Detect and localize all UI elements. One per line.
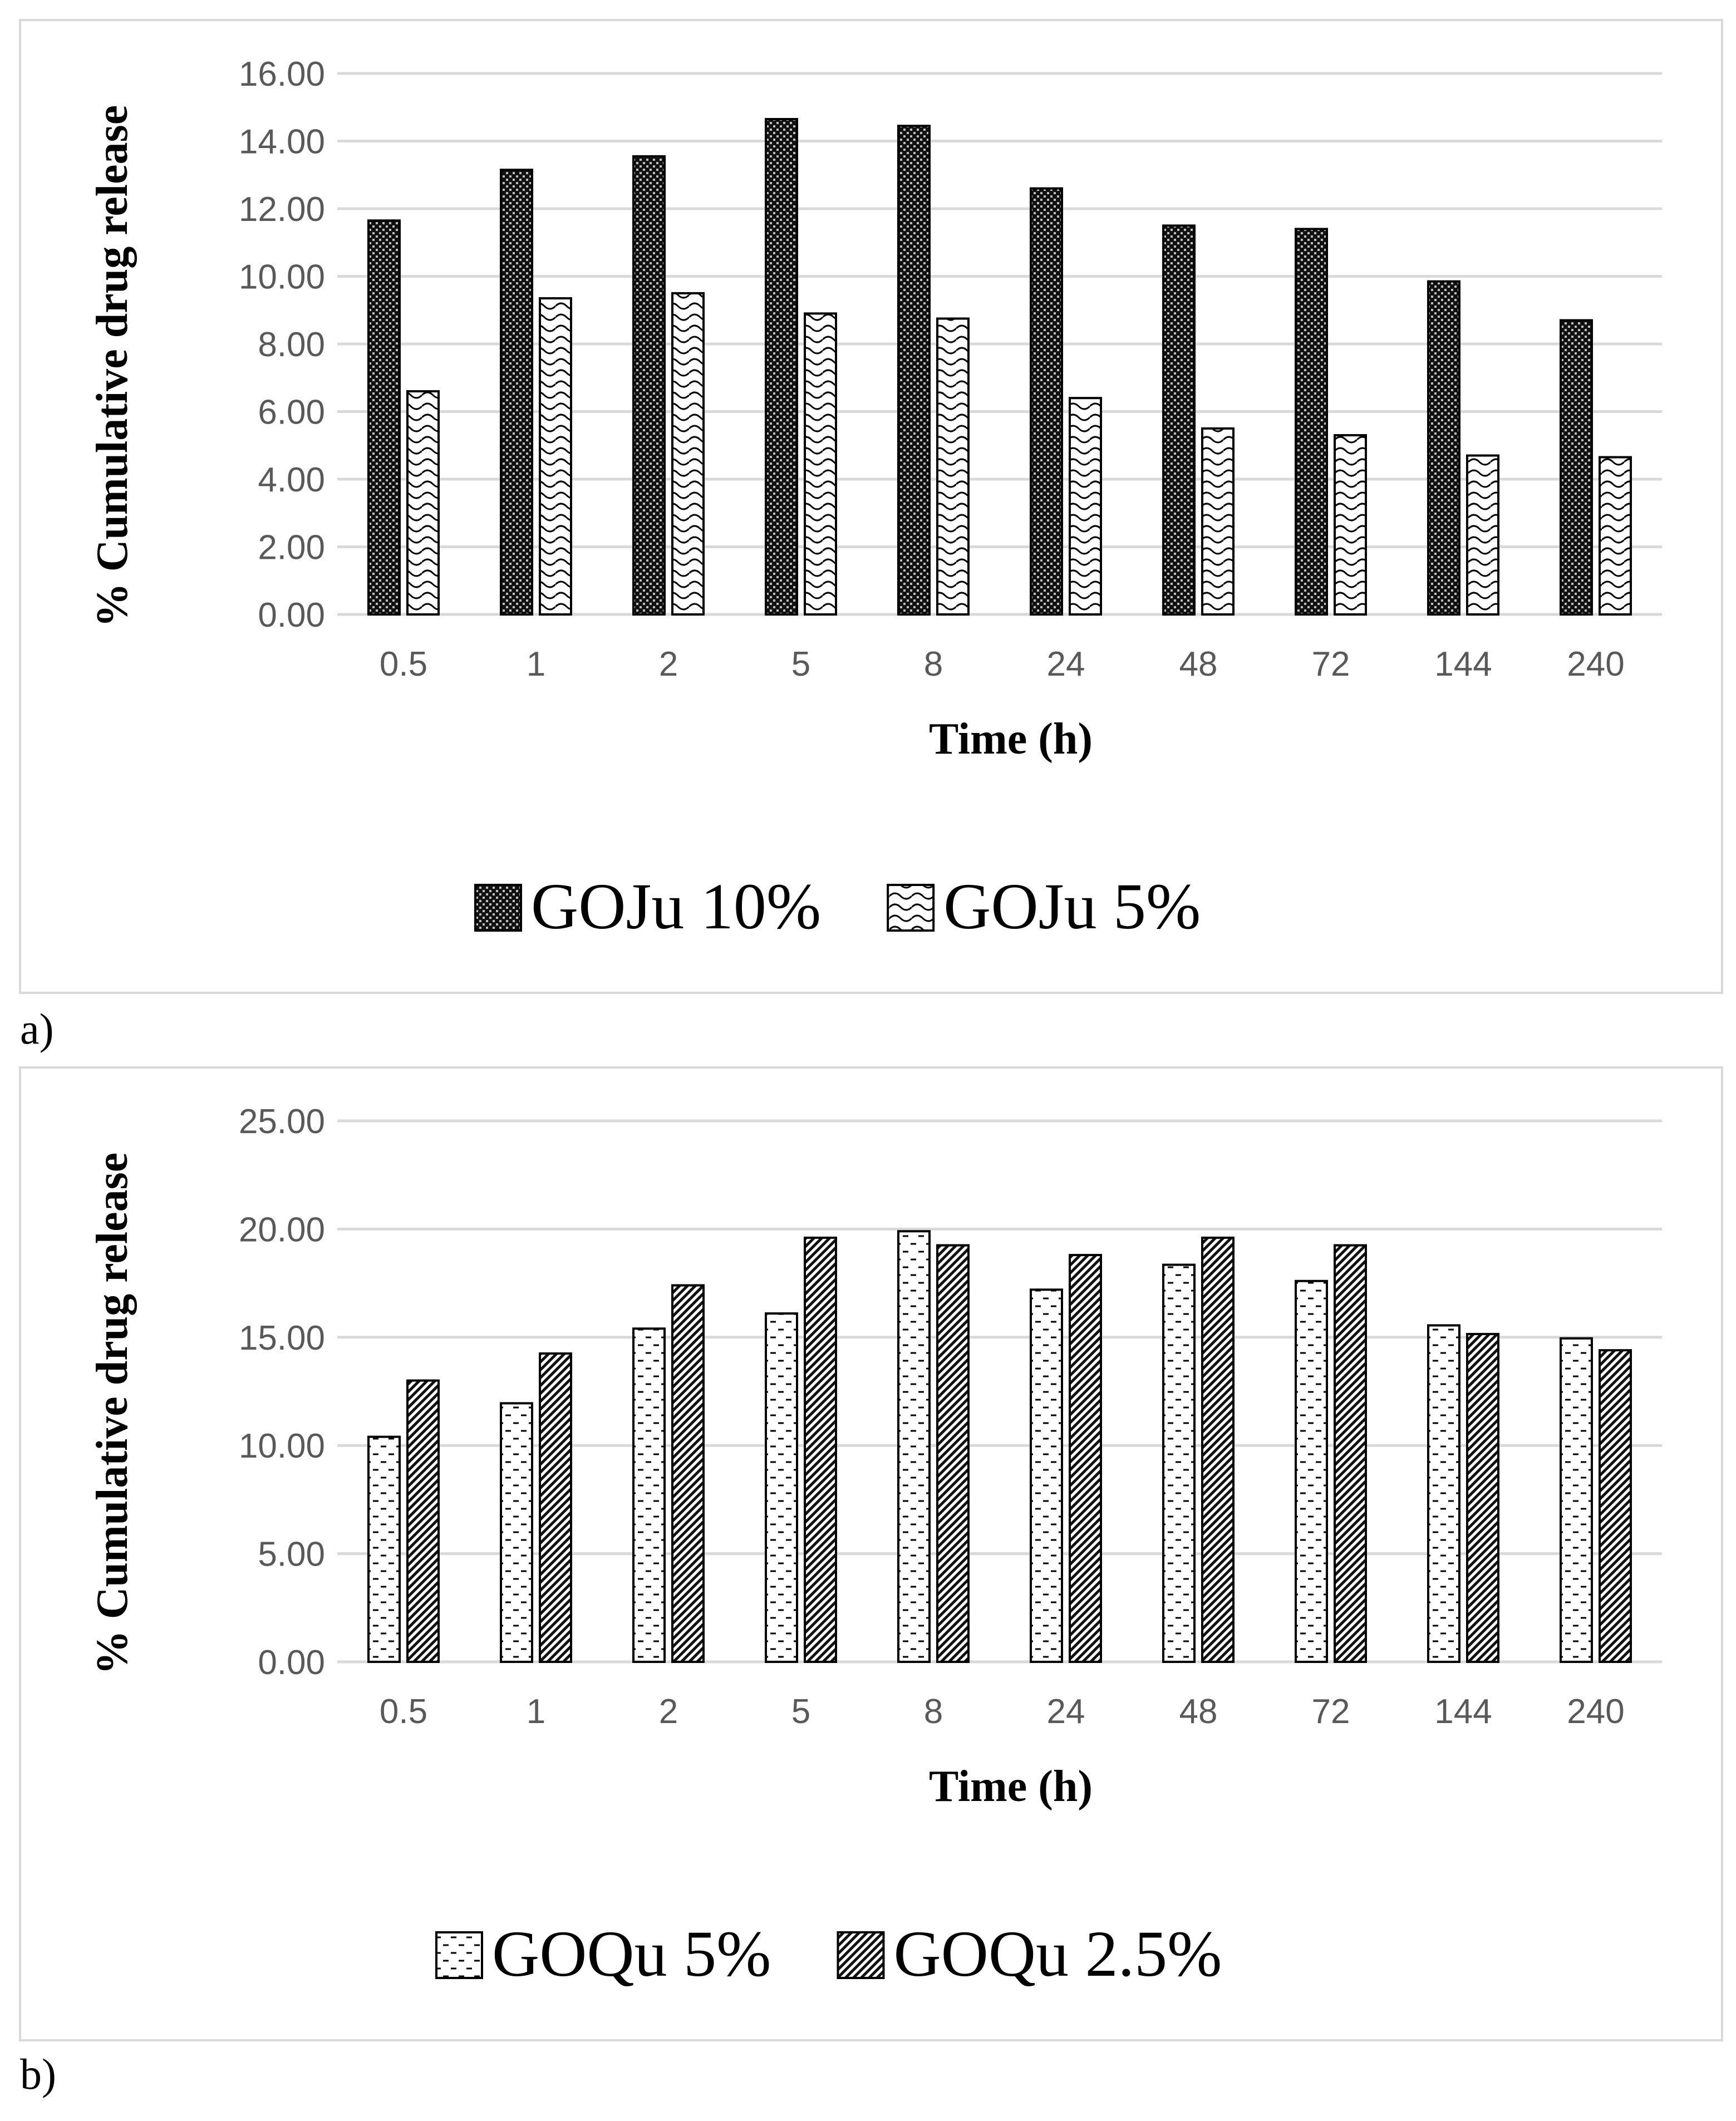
bar	[1030, 1288, 1063, 1664]
legend-label: GOQu 2.5%	[893, 1917, 1222, 1990]
y-tick-label: 6.00	[258, 393, 325, 432]
bar	[367, 219, 401, 616]
x-tick-label: 72	[1312, 1692, 1350, 1731]
bar	[1295, 228, 1328, 616]
bar	[539, 1352, 572, 1663]
x-tick-label: 2	[659, 1692, 678, 1731]
bar	[1599, 1349, 1632, 1663]
y-tick-label: 16.00	[239, 55, 325, 93]
legend-swatch	[474, 884, 522, 932]
x-tick-label: 144	[1434, 645, 1492, 683]
chart-panel-a: 0.00 2.00 4.00 6.00 8.00 10.00 12.00 14.00 16.00…	[19, 19, 1723, 994]
bar	[765, 1312, 798, 1664]
x-tick-label: 1	[527, 645, 545, 683]
bar	[1069, 397, 1102, 616]
y-tick-label: 5.00	[258, 1536, 325, 1574]
bar	[1162, 224, 1196, 616]
x-tick-label: 48	[1179, 645, 1218, 683]
x-tick-label: 72	[1312, 645, 1350, 683]
y-tick-label: 25.00	[239, 1103, 325, 1141]
y-axis-title: % Cumulative drug release	[88, 105, 137, 627]
bar	[500, 1402, 533, 1663]
bar	[936, 317, 970, 616]
x-axis-title: Time (h)	[929, 715, 1093, 764]
x-tick-label: 1	[527, 1692, 545, 1731]
x-tick-label: 5	[791, 1692, 810, 1731]
bar	[1334, 1244, 1367, 1663]
panel-label-a: a)	[20, 1005, 54, 1053]
bar	[671, 1284, 705, 1664]
x-tick-label: 8	[924, 645, 943, 683]
bar	[406, 390, 440, 616]
bar	[500, 169, 533, 616]
y-tick-label: 14.00	[239, 123, 325, 161]
bar	[632, 155, 666, 616]
x-tick-label: 2	[659, 645, 678, 683]
bar	[367, 1435, 401, 1663]
y-tick-label: 12.00	[239, 190, 325, 229]
bar	[1466, 1332, 1499, 1663]
y-tick-label: 8.00	[258, 326, 325, 364]
bar	[1466, 454, 1499, 616]
bar	[804, 1236, 837, 1663]
bar	[1162, 1263, 1196, 1663]
x-tick-label: 24	[1047, 645, 1085, 683]
bar	[1427, 1324, 1460, 1663]
x-tick-label: 240	[1567, 645, 1624, 683]
bar	[897, 1230, 931, 1663]
legend-label: GOJu 10%	[531, 870, 821, 943]
x-tick-label: 0.5	[380, 645, 427, 683]
x-tick-label: 48	[1179, 1692, 1218, 1731]
x-tick-label: 0.5	[380, 1692, 427, 1731]
y-tick-label: 4.00	[258, 461, 325, 499]
x-tick-label: 8	[924, 1692, 943, 1731]
chart-b-svg: 0.00 5.00 10.00 15.00 20.00 25.00 0.5 1 2 5 8 24 48 7…	[88, 1103, 1662, 1990]
bar	[1599, 456, 1632, 616]
bar	[1201, 1236, 1235, 1663]
chart-panel-b: 0.00 5.00 10.00 15.00 20.00 25.00 0.5 1 2 5 8 24 48 7…	[19, 1066, 1723, 2041]
bar	[1560, 1337, 1593, 1663]
x-tick-label: 5	[791, 645, 810, 683]
legend-swatch	[435, 1931, 483, 1979]
y-tick-label: 10.00	[239, 1427, 325, 1465]
y-tick-label: 15.00	[239, 1319, 325, 1357]
chart-a-svg: 0.00 2.00 4.00 6.00 8.00 10.00 12.00 14.00 16.00…	[88, 55, 1662, 943]
legend-swatch	[837, 1931, 885, 1979]
bar	[1560, 319, 1593, 616]
x-axis-title: Time (h)	[929, 1762, 1093, 1811]
x-tick-label: 144	[1434, 1692, 1492, 1731]
y-tick-label: 20.00	[239, 1210, 325, 1249]
legend-label: GOJu 5%	[943, 870, 1201, 943]
bar	[936, 1244, 970, 1663]
bar	[1030, 187, 1063, 616]
bar	[765, 118, 798, 616]
bar	[1334, 434, 1367, 616]
y-tick-label: 10.00	[239, 258, 325, 297]
bar	[406, 1379, 440, 1663]
y-tick-label: 0.00	[258, 596, 325, 634]
x-tick-label: 24	[1047, 1692, 1085, 1731]
y-tick-label: 2.00	[258, 529, 325, 567]
bar	[1069, 1254, 1102, 1663]
bar	[897, 125, 931, 616]
y-axis-title: % Cumulative drug release	[88, 1153, 137, 1675]
y-tick-label: 0.00	[258, 1643, 325, 1682]
x-tick-label: 240	[1567, 1692, 1624, 1731]
legend-label: GOQu 5%	[492, 1917, 771, 1990]
bar	[1427, 280, 1460, 616]
bar	[539, 297, 572, 616]
bar	[1295, 1280, 1328, 1664]
bar	[804, 312, 837, 616]
legend-swatch	[887, 884, 935, 932]
panel-label-b: b)	[20, 2050, 56, 2098]
bar	[632, 1327, 666, 1663]
bar	[671, 292, 705, 616]
bar	[1201, 427, 1235, 616]
